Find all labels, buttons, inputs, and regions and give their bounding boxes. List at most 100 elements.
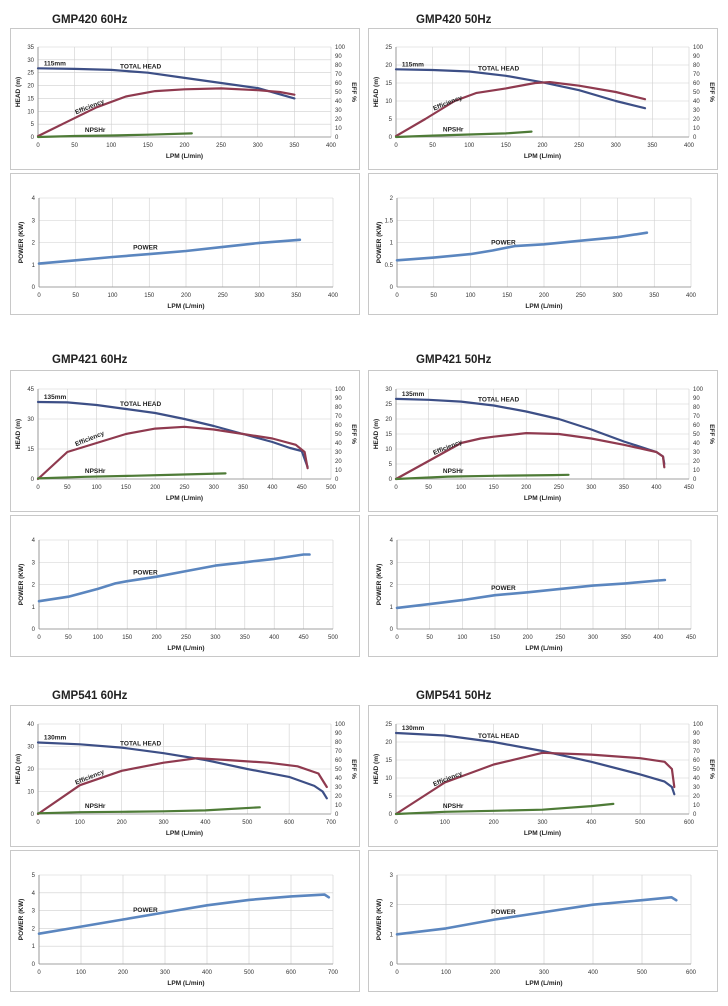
x-axis-label: LPM (L/min) (166, 495, 203, 502)
power-label: POWER (133, 569, 158, 576)
x-axis-label: LPM (L/min) (167, 645, 204, 652)
y-tick-label: 15 (385, 81, 392, 87)
y-tick-label: 15 (385, 432, 392, 438)
x-tick-label: 100 (106, 143, 117, 149)
x-axis-label: LPM (L/min) (167, 303, 204, 310)
series-line-npshr (36, 132, 193, 139)
series-line-power (395, 231, 649, 262)
x-tick-label: 200 (523, 635, 534, 641)
x-axis-label: LPM (L/min) (524, 830, 561, 837)
npshr-label: NPSHr (443, 803, 464, 810)
y-tick-label: 1 (32, 605, 36, 611)
x-tick-label: 100 (75, 820, 86, 826)
y2-tick-label: 50 (693, 432, 700, 438)
y2-tick-label: 90 (335, 731, 342, 737)
power-label: POWER (133, 907, 158, 914)
y-tick-label: 5 (389, 794, 393, 800)
x-tick-label: 0 (37, 970, 41, 976)
y2-tick-label: 10 (693, 803, 700, 809)
y-tick-label: 35 (27, 45, 34, 51)
efficiency-label: Efficiency (432, 770, 463, 788)
y2-tick-label: 60 (693, 758, 700, 764)
x-tick-label: 200 (537, 143, 548, 149)
x-tick-label: 350 (647, 143, 658, 149)
x-tick-label: 50 (71, 143, 78, 149)
x-tick-label: 0 (394, 820, 398, 826)
y-tick-label: 3 (390, 873, 394, 879)
y-tick-label: 15 (27, 447, 34, 453)
y2-tick-label: 40 (335, 776, 342, 782)
y-tick-label: 2 (32, 241, 36, 247)
series-line-npshr (394, 473, 570, 481)
y2-tick-label: 20 (693, 459, 700, 465)
y2-tick-label: 80 (335, 740, 342, 746)
y2-tick-label: 20 (335, 459, 342, 465)
y2-tick-label: 90 (335, 396, 342, 402)
y-tick-label: 15 (27, 96, 34, 102)
y-tick-label: 20 (27, 767, 34, 773)
y2-axis-label: EFF % (708, 759, 715, 779)
x-tick-label: 50 (64, 485, 71, 491)
y-tick-label: 0 (389, 477, 393, 483)
y-tick-label: 2 (390, 903, 394, 909)
x-tick-label: 50 (426, 635, 433, 641)
x-tick-label: 300 (209, 485, 220, 491)
impeller-size-label: 130mm (402, 725, 425, 732)
x-tick-label: 100 (465, 293, 476, 299)
y2-tick-label: 40 (693, 99, 700, 105)
y-tick-label: 0 (32, 285, 36, 291)
x-tick-label: 300 (537, 820, 548, 826)
y2-tick-label: 0 (335, 477, 339, 483)
y2-tick-label: 90 (693, 731, 700, 737)
y2-tick-label: 0 (693, 477, 697, 483)
y-axis-label: POWER (KW) (18, 899, 25, 941)
chart-title-gmp421-60hz: GMP421 60Hz (52, 354, 128, 366)
x-axis-label: LPM (L/min) (166, 830, 203, 837)
total-head-label: TOTAL HEAD (120, 64, 161, 71)
x-tick-label: 500 (328, 635, 339, 641)
impeller-size-label: 130mm (44, 734, 67, 741)
y2-tick-label: 0 (693, 812, 697, 818)
x-tick-label: 300 (160, 970, 171, 976)
chart-title-gmp420-50hz: GMP420 50Hz (416, 14, 492, 26)
x-tick-label: 400 (686, 293, 697, 299)
head-panel-gmp541-50hz: 0 100 200 300 400 500 600 0 5 10 15 20 25 LPM (L/min)… (368, 705, 718, 847)
series-line-efficiency (394, 432, 666, 481)
y2-tick-label: 30 (335, 450, 342, 456)
head-panel-gmp420-50hz: 0 50 100 150 200 250 300 350 400 0 5 10 15 20 25 LPM (L… (368, 28, 718, 170)
efficiency-label: Efficiency (432, 439, 463, 457)
y2-tick-label: 90 (693, 54, 700, 60)
y2-tick-label: 40 (335, 99, 342, 105)
series-line-total-head (36, 67, 296, 100)
x-tick-label: 0 (394, 485, 398, 491)
power-label: POWER (491, 909, 516, 916)
y-tick-label: 0 (31, 135, 35, 141)
power-panel-gmp420-50hz: 0 50 100 150 200 250 300 350 400 0 0.5 1 1.5 2 LPM (L/… (368, 173, 718, 315)
x-tick-label: 300 (539, 970, 550, 976)
y2-tick-label: 70 (693, 749, 700, 755)
y-tick-label: 4 (32, 196, 36, 202)
x-tick-label: 50 (72, 293, 79, 299)
x-tick-label: 200 (118, 970, 129, 976)
power-panel-gmp421-60hz: 0 50 100 150 200 250 300 350 400 450 500 0 1 2 3 4 LPM (… (10, 515, 360, 657)
x-tick-label: 250 (554, 485, 565, 491)
x-tick-label: 100 (76, 970, 87, 976)
x-tick-label: 600 (684, 820, 695, 826)
x-tick-label: 600 (286, 970, 297, 976)
x-tick-label: 100 (440, 820, 451, 826)
y-tick-label: 0 (32, 962, 36, 968)
x-tick-label: 400 (653, 635, 664, 641)
series-line-efficiency (36, 425, 309, 481)
series-line-npshr (394, 130, 533, 139)
y2-tick-label: 100 (335, 722, 346, 728)
x-tick-label: 100 (456, 485, 467, 491)
y-tick-label: 30 (385, 387, 392, 393)
y-axis-label: POWER (KW) (376, 899, 383, 941)
x-tick-label: 350 (649, 293, 660, 299)
y-tick-label: 0 (389, 812, 393, 818)
y2-tick-label: 70 (335, 72, 342, 78)
x-tick-label: 200 (179, 143, 190, 149)
x-tick-label: 100 (464, 143, 475, 149)
y-tick-label: 2 (32, 926, 36, 932)
x-tick-label: 300 (586, 485, 597, 491)
